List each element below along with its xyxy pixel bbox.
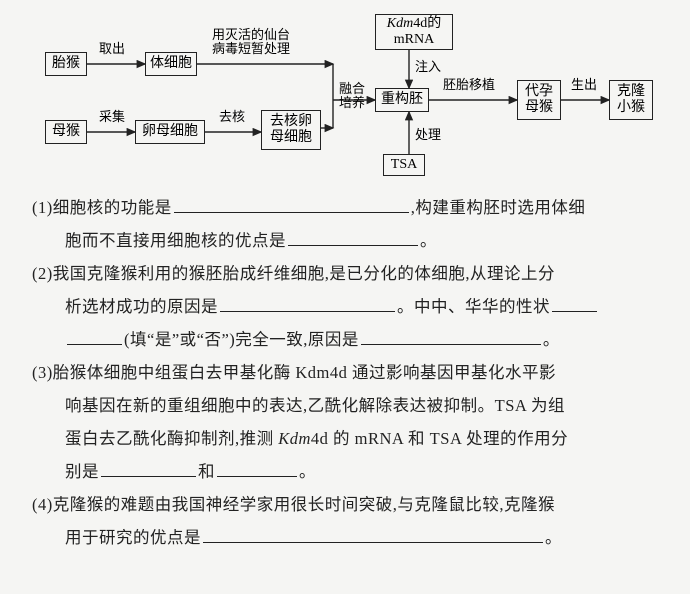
q2-period: 。	[543, 330, 560, 349]
label-collect: 采集	[99, 110, 125, 124]
q2-blank1	[220, 294, 395, 312]
q3-blank1	[101, 459, 196, 477]
label-enuc: 去核	[219, 110, 245, 124]
flow-diagram: 胎猴 体细胞母猴 卵母细胞 去核卵母细胞 重构胚 Kdm4d的mRNA TSA 代孕母猴 克隆小…	[37, 10, 657, 185]
q1-t3: 胞而不直接用细胞核的优点是	[65, 231, 286, 250]
q4-num: (4)	[32, 495, 53, 514]
q1-period: 。	[420, 231, 437, 250]
q1-t2: ,构建重构胚时选用体细	[411, 198, 586, 217]
q1-t1: 细胞核的功能是	[53, 198, 172, 217]
q1-line2: 胞而不直接用细胞核的优点是 。	[32, 224, 662, 257]
q1-line1: (1)细胞核的功能是 ,构建重构胚时选用体细	[32, 191, 662, 224]
q4-t2: 用于研究的优点是	[65, 528, 201, 547]
q1-blank1	[174, 195, 409, 213]
node-enucote: 去核卵母细胞	[261, 110, 321, 150]
q3-line1: (3)胎猴体细胞中组蛋白去甲基化酶 Kdm4d 通过影响基因甲基化水平影	[32, 356, 662, 389]
q4-line1: (4)克隆猴的难题由我国神经学家用很长时间突破,与克隆鼠比较,克隆猴	[32, 488, 662, 521]
q4-line2: 用于研究的优点是 。	[32, 521, 662, 554]
q4-blank1	[203, 525, 543, 543]
label-fuse: 融合培养	[339, 82, 365, 111]
q2-blank4	[361, 327, 541, 345]
q2-t4: (填“是”或“否”)完全一致,原因是	[124, 330, 359, 349]
q3-line2: 响基因在新的重组细胞中的表达,乙酰化解除表达被抑制。TSA 为组	[32, 389, 662, 422]
node-fetus: 胎猴	[45, 52, 87, 76]
node-tsa: TSA	[383, 154, 425, 176]
q1-num: (1)	[32, 198, 53, 217]
node-somatic: 体细胞	[145, 52, 197, 76]
q2-t3: 。中中、华华的性状	[397, 297, 550, 316]
label-extract: 取出	[99, 42, 125, 56]
q3-num: (3)	[32, 363, 53, 382]
q2-t1: 我国克隆猴利用的猴胚胎成纤维细胞,是已分化的体细胞,从理论上分	[53, 264, 555, 283]
q3-t4: 别是	[65, 462, 99, 481]
q4-period: 。	[545, 528, 562, 547]
q3-t3: 蛋白去乙酰化酶抑制剂,推测	[65, 429, 278, 448]
q3-blank2	[217, 459, 297, 477]
q2-blank3	[67, 327, 122, 345]
node-recon: 重构胚	[375, 88, 429, 112]
q2-blank2	[552, 294, 597, 312]
q2-line1: (2)我国克隆猴利用的猴胚胎成纤维细胞,是已分化的体细胞,从理论上分	[32, 257, 662, 290]
node-surrog: 代孕母猴	[517, 80, 561, 120]
q3-t2: 响基因在新的重组细胞中的表达,乙酰化解除表达被抑制。TSA 为组	[65, 396, 565, 415]
label-sendai: 用灭活的仙台病毒短暂处理	[212, 28, 290, 57]
node-oocyte: 卵母细胞	[135, 120, 205, 144]
label-transfer: 胚胎移植	[443, 78, 495, 92]
label-birth: 生出	[571, 78, 597, 92]
q3-line4: 别是 和 。	[32, 455, 662, 488]
q2-t2: 析选材成功的原因是	[65, 297, 218, 316]
label-treat: 处理	[415, 128, 441, 142]
q2-line3: (填“是”或“否”)完全一致,原因是 。	[32, 323, 662, 356]
q3-line3: 蛋白去乙酰化酶抑制剂,推测 Kdm4d 的 mRNA 和 TSA 处理的作用分	[32, 422, 662, 455]
q3-t3a: 4d 的 mRNA 和 TSA 处理的作用分	[311, 429, 568, 448]
q3-italic: Kdm	[278, 429, 311, 448]
q1-blank2	[288, 228, 418, 246]
node-clone: 克隆小猴	[609, 80, 653, 120]
q2-num: (2)	[32, 264, 53, 283]
node-mrna: Kdm4d的mRNA	[375, 14, 453, 50]
node-mother: 母猴	[45, 120, 87, 144]
q3-period: 。	[299, 462, 316, 481]
q4-t1: 克隆猴的难题由我国神经学家用很长时间突破,与克隆鼠比较,克隆猴	[53, 495, 555, 514]
label-inject: 注入	[415, 60, 441, 74]
q2-line2: 析选材成功的原因是 。中中、华华的性状	[32, 290, 662, 323]
q3-t1: 胎猴体细胞中组蛋白去甲基化酶 Kdm4d 通过影响基因甲基化水平影	[53, 363, 556, 382]
q3-t5: 和	[198, 462, 215, 481]
questions-block: (1)细胞核的功能是,构建重构胚时选用体细 胞而不直接用细胞核的优点是。 (2)…	[32, 191, 662, 554]
